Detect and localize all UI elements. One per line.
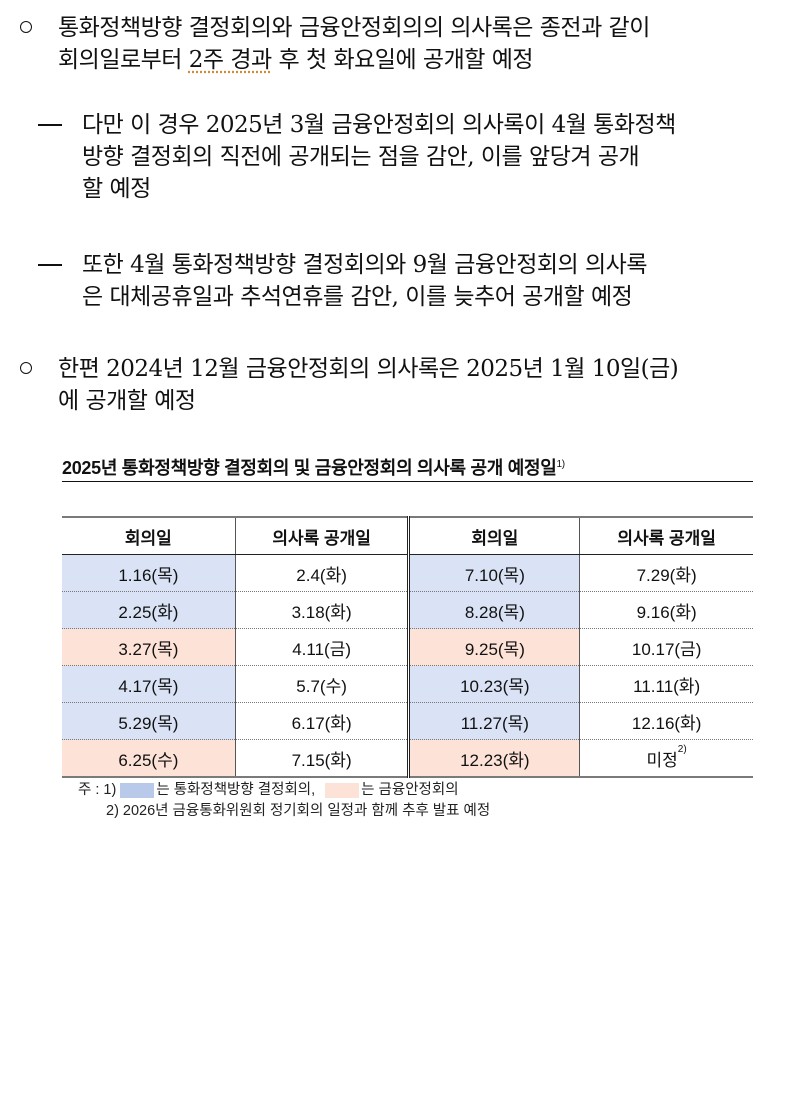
- paragraph-december-2024: 한편 2024년 12월 금융안정회의 의사록은 2025년 1월 10일(금)…: [58, 353, 798, 417]
- release-date-cell: 7.29(화): [579, 554, 753, 592]
- release-date-cell: 3.18(화): [235, 591, 411, 629]
- meeting-date-cell: 10.23(목): [408, 665, 581, 703]
- cell-text: 9.16(화): [636, 602, 697, 622]
- release-date-cell: 12.16(화): [579, 702, 753, 740]
- meeting-date-cell: 11.27(목): [408, 702, 581, 740]
- cell-text: 9.25(목): [464, 639, 525, 659]
- release-date-cell: 미정2): [579, 739, 753, 778]
- paragraph-march-exception: 다만 이 경우 2025년 3월 금융안정회의 의사록이 4월 통화정책 방향 …: [82, 109, 797, 205]
- fsc-color-swatch: [325, 782, 360, 798]
- table-row: 3.27(목) 4.11(금) 9.25(목) 10.17(금): [62, 628, 753, 666]
- cell-text: 8.28(목): [464, 602, 525, 622]
- bullet-dash-icon: [38, 249, 62, 281]
- meeting-date-cell: 2.25(화): [62, 591, 236, 629]
- release-date-cell: 7.15(화): [235, 739, 411, 778]
- cell-text: 6.17(화): [291, 713, 352, 733]
- schedule-table: 회의일 의사록 공개일 회의일 의사록 공개일 1.16(목) 2.4(화) 7.1…: [62, 516, 753, 778]
- bullet-circle-icon: [20, 12, 32, 44]
- cell-text: 1.16(목): [118, 565, 179, 585]
- bullet-dash-icon: [38, 109, 62, 141]
- release-date-cell: 2.4(화): [235, 554, 411, 592]
- table-header-row: 회의일 의사록 공개일 회의일 의사록 공개일: [62, 516, 753, 555]
- table-title-text: 2025년 통화정책방향 결정회의 및 금융안정회의 의사록 공개 예정일: [62, 458, 557, 478]
- meeting-date-cell: 7.10(목): [408, 554, 581, 592]
- cell-text: 10.23(목): [460, 676, 530, 696]
- cell-text: 11.11(화): [633, 676, 701, 696]
- bullet-circle-icon: [20, 353, 32, 385]
- paragraph-disclosure-timing: 통화정책방향 결정회의와 금융안정회의의 의사록은 종전과 같이 회의일로부터 …: [58, 12, 798, 76]
- meeting-date-cell: 8.28(목): [408, 591, 581, 629]
- footnote-marker: 1): [556, 459, 566, 470]
- release-date-cell: 4.11(금): [235, 628, 411, 666]
- release-date-cell: 5.7(수): [235, 665, 411, 703]
- table-row: 1.16(목) 2.4(화) 7.10(목) 7.29(화): [62, 554, 753, 592]
- cell-text: 5.7(수): [296, 676, 347, 696]
- cell-text: 7.10(목): [464, 565, 525, 585]
- release-date-cell: 6.17(화): [235, 702, 411, 740]
- paragraph-line: 통화정책방향 결정회의와 금융안정회의의 의사록은 종전과 같이: [58, 15, 650, 41]
- cell-text: 12.23(화): [460, 750, 530, 770]
- meeting-date-cell: 4.17(목): [62, 665, 236, 703]
- release-date-cell: 9.16(화): [579, 591, 753, 629]
- spellcheck-underlined-text: 2주 경과: [188, 47, 272, 73]
- cell-text: 7.15(화): [291, 750, 352, 770]
- note-prefix: 주 : 1): [78, 782, 117, 798]
- meeting-date-cell: 5.29(목): [62, 702, 236, 740]
- paragraph-line: 할 예정: [82, 176, 151, 202]
- cell-text: 7.29(화): [636, 565, 697, 585]
- cell-text: 6.25(수): [118, 750, 179, 770]
- note-2: 2) 2026년 금융통화위원회 정기회의 일정과 함께 추후 발표 예정: [106, 803, 491, 819]
- table-row: 2.25(화) 3.18(화) 8.28(목) 9.16(화): [62, 591, 753, 629]
- paragraph-line: 회의일로부터 2주 경과 후 첫 화요일에 공개할 예정: [58, 44, 798, 76]
- text-segment: 회의일로부터: [58, 47, 189, 73]
- cell-text: 5.29(목): [118, 713, 179, 733]
- meeting-date-cell: 9.25(목): [408, 628, 581, 666]
- paragraph-line: 다만 이 경우 2025년 3월 금융안정회의 의사록이 4월 통화정책: [82, 112, 676, 138]
- paragraph-line: 에 공개할 예정: [58, 388, 196, 414]
- paragraph-line: 또한 4월 통화정책방향 결정회의와 9월 금융안정회의 의사록: [82, 252, 647, 278]
- cell-text: 4.17(목): [118, 676, 179, 696]
- mpc-legend-label: 는 통화정책방향 결정회의,: [156, 782, 316, 798]
- cell-text: 미정: [646, 750, 678, 770]
- header-meeting-date: 회의일: [408, 516, 581, 555]
- meeting-date-cell: 6.25(수): [62, 739, 236, 778]
- table-row: 5.29(목) 6.17(화) 11.27(목) 12.16(화): [62, 702, 753, 740]
- table-title: 2025년 통화정책방향 결정회의 및 금융안정회의 의사록 공개 예정일1): [62, 455, 753, 482]
- cell-text: 2.25(화): [118, 602, 179, 622]
- meeting-date-cell: 3.27(목): [62, 628, 236, 666]
- header-meeting-date: 회의일: [62, 516, 236, 555]
- note-1: 주 : 1) 는 통화정책방향 결정회의, 는 금융안정회의: [78, 780, 490, 801]
- paragraph-april-september-delay: 또한 4월 통화정책방향 결정회의와 9월 금융안정회의 의사록 은 대체공휴일…: [82, 249, 797, 313]
- cell-text: 2.4(화): [296, 565, 347, 585]
- release-date-cell: 11.11(화): [579, 665, 753, 703]
- table-row: 4.17(목) 5.7(수) 10.23(목) 11.11(화): [62, 665, 753, 703]
- header-release-date: 의사록 공개일: [235, 516, 411, 555]
- paragraph-line: 방향 결정회의 직전에 공개되는 점을 감안, 이를 앞당겨 공개: [82, 144, 640, 170]
- release-date-cell: 10.17(금): [579, 628, 753, 666]
- table-row: 6.25(수) 7.15(화) 12.23(화) 미정2): [62, 739, 753, 778]
- table-notes: 주 : 1) 는 통화정책방향 결정회의, 는 금융안정회의 2) 2026년 금융…: [78, 780, 490, 822]
- cell-text: 12.16(화): [631, 713, 702, 733]
- cell-text: 10.17(금): [631, 639, 702, 659]
- cell-text: 3.18(화): [291, 602, 352, 622]
- paragraph-line: 은 대체공휴일과 추석연휴를 감안, 이를 늦추어 공개할 예정: [82, 284, 633, 310]
- cell-text: 4.11(금): [292, 639, 351, 659]
- paragraph-line: 한편 2024년 12월 금융안정회의 의사록은 2025년 1월 10일(금): [58, 356, 679, 382]
- fsc-legend-label: 는 금융안정회의: [361, 782, 459, 798]
- text-segment: 후 첫 화요일에 공개할 예정: [271, 47, 534, 73]
- mpc-color-swatch: [120, 782, 155, 798]
- header-release-date: 의사록 공개일: [579, 516, 753, 555]
- meeting-date-cell: 1.16(목): [62, 554, 236, 592]
- footnote-marker: 2): [677, 743, 687, 755]
- cell-text: 11.27(목): [460, 713, 529, 733]
- cell-text: 3.27(목): [118, 639, 179, 659]
- meeting-date-cell: 12.23(화): [408, 739, 581, 778]
